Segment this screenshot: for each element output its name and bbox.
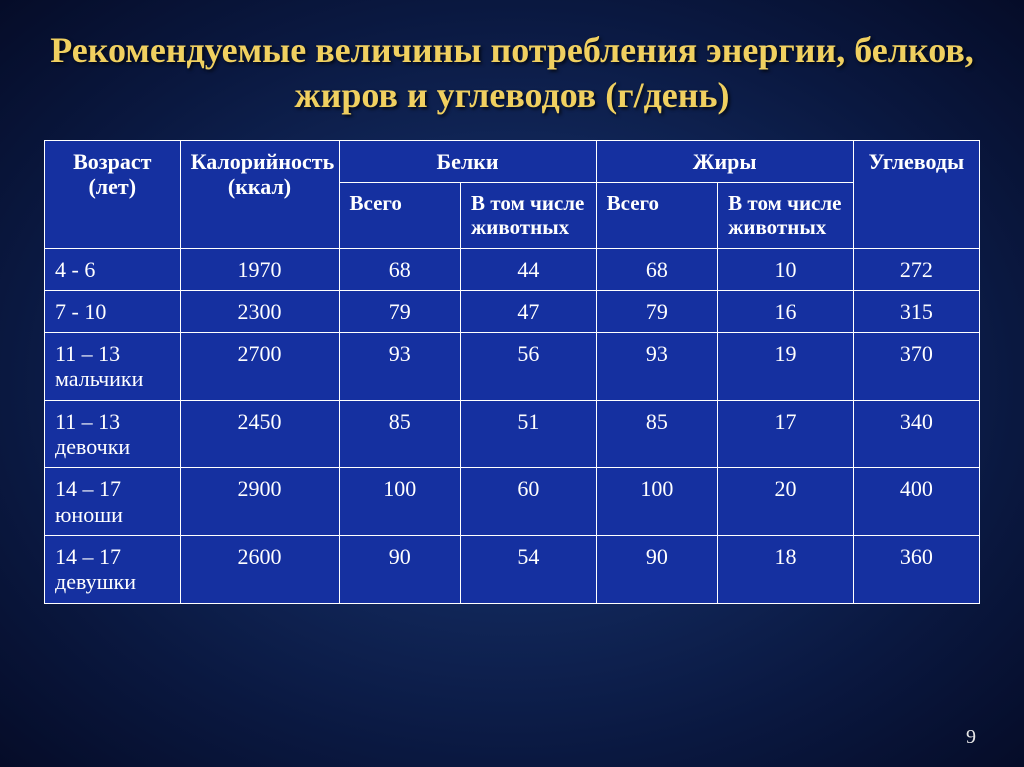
cell-age: 11 – 13 мальчики [45, 333, 181, 401]
cell-cal: 2700 [180, 333, 339, 401]
cell-f-total: 90 [596, 535, 718, 603]
cell-f-total: 79 [596, 290, 718, 332]
cell-p-total: 79 [339, 290, 461, 332]
cell-p-anim: 47 [461, 290, 597, 332]
col-fat-animal: В том числе животных [718, 183, 854, 248]
slide: Рекомендуемые величины потребления энерг… [0, 0, 1024, 604]
cell-cal: 2600 [180, 535, 339, 603]
cell-p-total: 85 [339, 400, 461, 468]
table-row: 4 - 6 1970 68 44 68 10 272 [45, 248, 980, 290]
cell-f-anim: 20 [718, 468, 854, 536]
table-body: 4 - 6 1970 68 44 68 10 272 7 - 10 2300 7… [45, 248, 980, 603]
cell-p-total: 100 [339, 468, 461, 536]
cell-f-anim: 10 [718, 248, 854, 290]
cell-age: 14 – 17 юноши [45, 468, 181, 536]
cell-age: 14 – 17 девушки [45, 535, 181, 603]
col-protein-total: Всего [339, 183, 461, 248]
col-fat-total: Всего [596, 183, 718, 248]
table-row: 11 – 13 мальчики 2700 93 56 93 19 370 [45, 333, 980, 401]
cell-p-anim: 54 [461, 535, 597, 603]
col-proteins: Белки [339, 141, 596, 183]
col-fats: Жиры [596, 141, 853, 183]
cell-f-total: 85 [596, 400, 718, 468]
cell-p-anim: 60 [461, 468, 597, 536]
cell-age: 4 - 6 [45, 248, 181, 290]
col-protein-animal: В том числе животных [461, 183, 597, 248]
table-row: 11 – 13 девочки 2450 85 51 85 17 340 [45, 400, 980, 468]
cell-carb: 340 [853, 400, 979, 468]
cell-p-anim: 56 [461, 333, 597, 401]
page-number: 9 [966, 726, 976, 749]
cell-f-anim: 19 [718, 333, 854, 401]
cell-f-total: 100 [596, 468, 718, 536]
col-age: Возраст (лет) [45, 141, 181, 249]
cell-carb: 272 [853, 248, 979, 290]
cell-carb: 360 [853, 535, 979, 603]
cell-p-total: 93 [339, 333, 461, 401]
cell-f-anim: 17 [718, 400, 854, 468]
cell-f-anim: 18 [718, 535, 854, 603]
table-row: 7 - 10 2300 79 47 79 16 315 [45, 290, 980, 332]
cell-p-total: 90 [339, 535, 461, 603]
col-carbs: Углеводы [853, 141, 979, 249]
cell-p-anim: 51 [461, 400, 597, 468]
cell-carb: 370 [853, 333, 979, 401]
cell-f-total: 93 [596, 333, 718, 401]
cell-p-anim: 44 [461, 248, 597, 290]
nutrition-table: Возраст (лет) Калорийность (ккал) Белки … [44, 140, 980, 604]
cell-f-total: 68 [596, 248, 718, 290]
cell-carb: 400 [853, 468, 979, 536]
cell-cal: 2900 [180, 468, 339, 536]
col-calories: Калорийность (ккал) [180, 141, 339, 249]
cell-age: 11 – 13 девочки [45, 400, 181, 468]
cell-carb: 315 [853, 290, 979, 332]
table-row: 14 – 17 девушки 2600 90 54 90 18 360 [45, 535, 980, 603]
cell-cal: 2300 [180, 290, 339, 332]
cell-p-total: 68 [339, 248, 461, 290]
table-row: 14 – 17 юноши 2900 100 60 100 20 400 [45, 468, 980, 536]
cell-age: 7 - 10 [45, 290, 181, 332]
cell-f-anim: 16 [718, 290, 854, 332]
slide-title: Рекомендуемые величины потребления энерг… [44, 28, 980, 118]
cell-cal: 2450 [180, 400, 339, 468]
cell-cal: 1970 [180, 248, 339, 290]
header-row-1: Возраст (лет) Калорийность (ккал) Белки … [45, 141, 980, 183]
